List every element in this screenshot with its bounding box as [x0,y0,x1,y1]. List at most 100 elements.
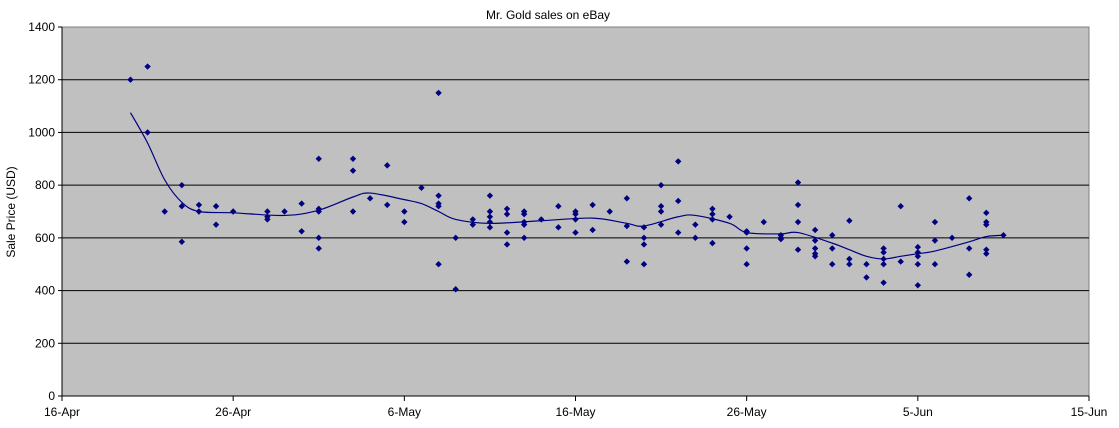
y-tick-label: 200 [35,336,55,350]
data-point [486,192,494,199]
data-point [794,218,802,226]
data-point [794,179,802,186]
data-point [657,181,665,189]
data-point [161,208,168,215]
data-point [520,210,528,218]
data-point [623,258,631,265]
data-point [880,255,887,263]
data-point [983,250,990,257]
data-point [640,241,648,248]
data-point [486,208,494,215]
data-point [178,181,186,189]
data-point [675,229,682,236]
data-point [675,197,682,205]
data-point [452,234,459,242]
data-point [469,216,476,223]
data-point [212,221,220,228]
data-point [144,129,151,136]
data-point [503,205,511,213]
data-point [965,245,973,252]
data-point [349,167,357,174]
data-point [811,245,819,252]
data-point [349,155,357,162]
data-point [520,234,528,242]
data-point [384,162,391,169]
data-point [315,245,322,252]
data-point [777,235,785,243]
data-point [178,238,186,246]
data-point [555,224,562,231]
x-tick-label: 26-Apr [215,405,251,419]
x-tick-label: 16-May [555,405,595,419]
data-point [349,208,357,215]
data-point [264,216,271,223]
data-point [486,213,494,220]
data-point [914,249,922,256]
data-point [760,218,767,226]
data-point [435,89,442,97]
data-point [709,239,716,247]
data-point [811,253,819,260]
data-point [897,258,904,265]
data-point [794,201,802,209]
x-tick-label: 26-May [727,405,767,419]
data-point [589,226,596,234]
data-point [195,201,203,209]
data-point [931,261,939,268]
data-point [914,261,922,268]
data-point [811,237,819,244]
data-point [846,217,853,224]
data-point [503,229,511,236]
plot-area: 0 200 400 600 800 1000 1200 1400 16-Apr 26-Apr 6-M… [28,20,1107,419]
data-point [195,208,203,215]
data-point [486,218,494,226]
data-point [726,213,733,220]
data-point [212,203,220,210]
y-tick-label: 0 [48,389,55,403]
data-point [572,216,579,223]
data-point [418,184,425,191]
data-point [811,226,819,234]
data-point [623,195,631,202]
y-tick-label: 800 [35,178,55,192]
data-point [572,210,579,218]
y-tick-label: 1200 [28,73,55,87]
data-point [503,210,511,218]
data-point [829,245,836,252]
data-point [1000,232,1007,239]
data-point [229,208,237,215]
data-point [846,255,853,263]
y-tick-label: 1000 [28,125,55,139]
data-point [435,192,442,199]
data-point [606,208,613,215]
data-point [127,76,134,83]
data-point [657,203,665,210]
chart-title: Mr. Gold sales on eBay [486,8,610,22]
data-point [401,208,408,215]
data-point [863,274,870,281]
data-point [144,63,151,70]
data-point [743,229,750,236]
data-point [520,221,528,228]
data-point [880,245,887,252]
data-point [623,222,631,230]
y-tick-label: 1400 [28,20,55,34]
data-point [452,286,459,293]
data-point [880,279,887,286]
data-point [931,218,939,226]
x-tick-label: 16-Apr [44,405,80,419]
data-point [914,243,922,251]
data-point [555,203,562,210]
data-point [469,221,476,228]
x-tick-label: 5-Jun [903,405,933,419]
data-point [709,210,716,218]
data-point [675,158,682,165]
data-point [298,200,305,207]
data-point [794,246,802,253]
data-point [401,218,408,226]
data-point [435,261,442,268]
data-point [914,253,922,260]
data-point [298,228,305,235]
data-point [965,271,973,278]
data-point [709,216,716,223]
